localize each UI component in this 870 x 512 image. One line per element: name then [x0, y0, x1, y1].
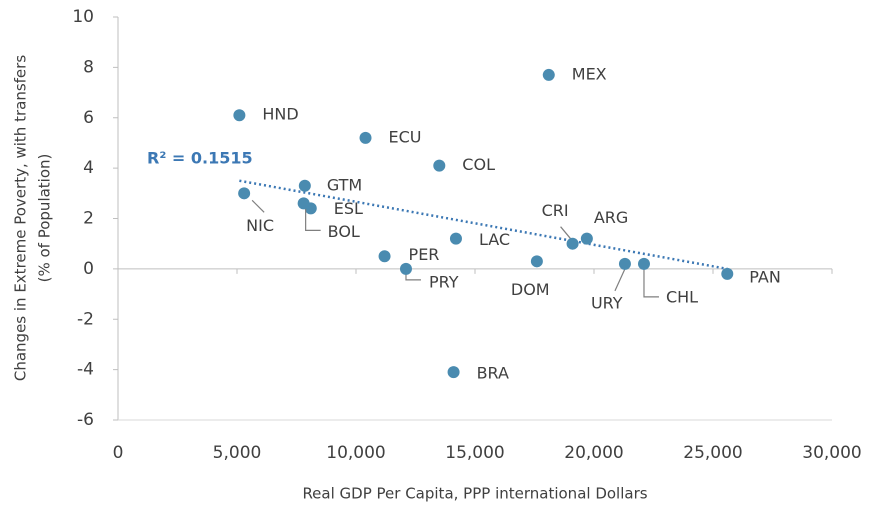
point-label: LAC: [479, 230, 510, 249]
y-axis-title: (% of Population): [36, 154, 54, 283]
point-label: CRI: [542, 201, 569, 220]
point-label: URY: [591, 293, 623, 312]
y-tick-label: -4: [77, 360, 94, 380]
point: [449, 232, 462, 245]
point-label: BRA: [477, 364, 509, 383]
point-label: GTM: [327, 175, 362, 194]
point-label: BOL: [328, 222, 360, 241]
y-tick-label: 0: [83, 259, 94, 279]
point: [359, 131, 372, 144]
point: [580, 232, 593, 245]
leader-line: [251, 199, 265, 213]
point: [721, 267, 734, 280]
point-label: ESL: [334, 199, 363, 218]
point: [399, 262, 412, 275]
x-tick-label: 20,000: [564, 443, 623, 463]
point-label: CHL: [666, 287, 698, 306]
point: [566, 237, 579, 250]
point-label: NIC: [246, 216, 274, 235]
point: [238, 187, 251, 200]
y-tick-label: 2: [83, 209, 94, 229]
y-tick-label: -2: [77, 309, 94, 329]
point: [530, 255, 543, 268]
point: [542, 68, 555, 81]
point-label: HND: [262, 105, 298, 124]
y-tick-label: 4: [83, 158, 94, 178]
x-tick-label: 25,000: [683, 443, 742, 463]
point: [298, 179, 311, 192]
y-tick-label: 8: [83, 57, 94, 77]
y-tick-label: -6: [77, 410, 94, 430]
leader-line: [405, 273, 421, 281]
leader-line: [560, 226, 572, 240]
point-label: ECU: [389, 127, 422, 146]
leader-line: [305, 208, 321, 231]
point: [297, 197, 310, 210]
point-label: COL: [462, 155, 495, 174]
y-axis-title: Changes in Extreme Poverty, with transfe…: [12, 55, 30, 381]
point: [618, 257, 631, 270]
point-label: PER: [409, 245, 440, 264]
x-tick-label: 5,000: [213, 443, 262, 463]
point: [433, 159, 446, 172]
r-squared: R² = 0.1515: [147, 149, 253, 168]
point-label: MEX: [572, 64, 607, 83]
trendline: [239, 179, 728, 271]
point: [447, 366, 460, 379]
y-tick-label: 10: [72, 7, 94, 27]
point-label: ARG: [594, 208, 628, 227]
x-axis-title: Real GDP Per Capita, PPP international D…: [302, 485, 647, 503]
x-tick-label: 30,000: [802, 443, 861, 463]
point-label: DOM: [511, 280, 550, 299]
x-tick-label: 10,000: [326, 443, 385, 463]
y-tick-label: 6: [83, 108, 94, 128]
point-label: PAN: [749, 267, 781, 286]
leader-line: [614, 268, 626, 292]
point: [378, 250, 391, 263]
x-tick-label: 15,000: [445, 443, 504, 463]
point-label: PRY: [429, 272, 459, 291]
point: [637, 257, 650, 270]
leader-line: [643, 268, 659, 298]
point: [233, 109, 246, 122]
x-tick-label: 0: [113, 443, 124, 463]
